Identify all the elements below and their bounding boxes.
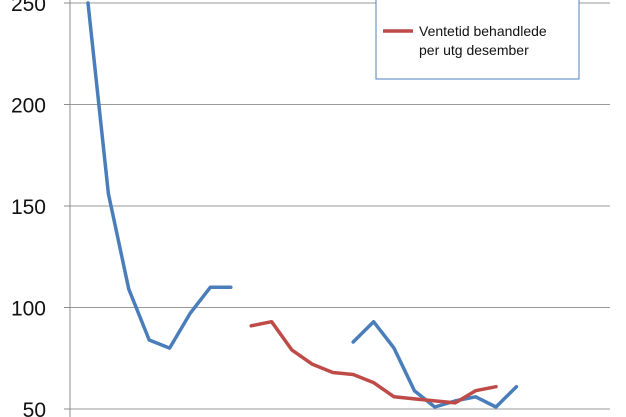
y-tick-label-150: 150 [11, 196, 46, 219]
y-axis-ticks: 50 100 150 200 250 [11, 0, 70, 417]
series-lines [86, 1, 519, 409]
series-1-line-segment-2 [351, 319, 519, 409]
y-tick-label-250: 250 [11, 0, 46, 16]
y-tick-label-200: 200 [11, 95, 46, 118]
gridlines [70, 2, 610, 410]
legend-label-line2: per utg desember [419, 42, 529, 58]
legend-box [375, 0, 580, 80]
y-tick-label-50: 50 [23, 399, 46, 417]
series-2-line-segment-1 [249, 319, 498, 405]
legend: Ventetid behandlede per utg desember [375, 0, 580, 80]
series-1-line-segment-1 [86, 1, 233, 350]
legend-label-line1: Ventetid behandlede [419, 23, 547, 39]
y-tick-label-100: 100 [11, 298, 46, 321]
